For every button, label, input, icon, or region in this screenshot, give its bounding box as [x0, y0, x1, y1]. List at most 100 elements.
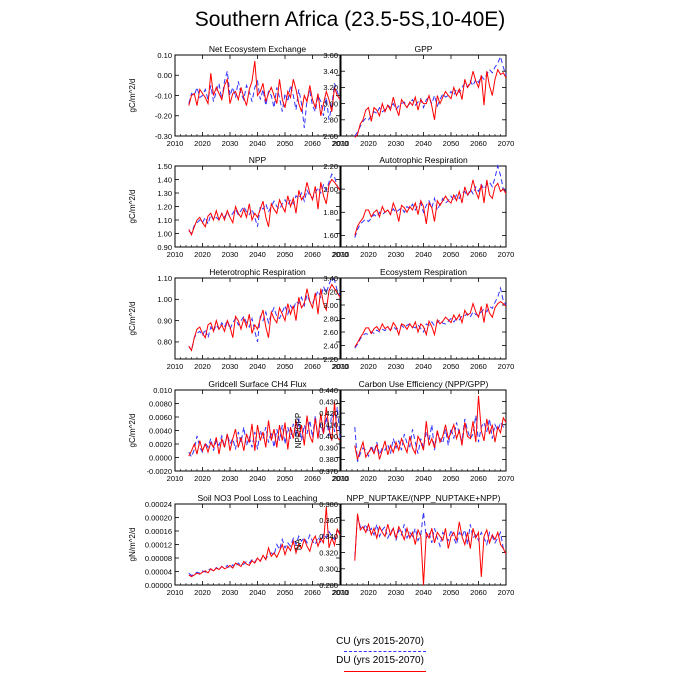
panel-3-ytick-label: 2.00: [323, 185, 338, 194]
panel-0-xtick-label: 2050: [277, 139, 294, 148]
panel-0-ylabel: gC/m^2/d: [128, 79, 137, 113]
panel-7-xtick-label: 2020: [360, 474, 377, 483]
panel-6-xtick-label: 2050: [277, 474, 294, 483]
panel-5-ytick-label: 2.60: [323, 328, 338, 337]
panel-3-xtick-label: 2070: [498, 250, 515, 259]
panel-0-title: Net Ecosystem Exchange: [209, 44, 307, 54]
panel-5-series-cu: [354, 286, 507, 349]
panel-8-ylabel: gN/m^2/d: [128, 528, 137, 562]
panel-5-ytick-label: 3.20: [323, 287, 338, 296]
panel-7-xtick-label: 2030: [388, 474, 405, 483]
panel-3-ytick-label: 1.80: [323, 208, 338, 217]
panel-1-xtick-label: 2010: [333, 139, 350, 148]
panel-2-title: NPP: [249, 155, 267, 165]
panel-3-series-cu: [354, 164, 507, 238]
panel-4-xtick-label: 2010: [167, 362, 184, 371]
panel-5-xtick-label: 2050: [443, 362, 460, 371]
panel-1-xtick-label: 2060: [470, 139, 487, 148]
legend-label-du: DU (yrs 2015-2070): [336, 655, 424, 666]
panel-6-xtick-label: 2030: [222, 474, 239, 483]
panel-8-ytick-label: 0.00012: [145, 540, 172, 549]
panel-0-xtick-label: 2040: [249, 139, 266, 148]
panel-1-xtick-label: 2070: [498, 139, 515, 148]
panel-2-xtick-label: 2040: [249, 250, 266, 259]
panel-7-series-du: [354, 395, 507, 460]
panel-7-ylabel: NPP/GPP: [294, 413, 303, 449]
panel-7-ytick-label: 0.400: [319, 432, 338, 441]
panel-5-frame: [340, 277, 507, 360]
panel-1-ytick-label: 3.20: [323, 83, 338, 92]
panel-9-ylabel: NA: [294, 538, 303, 550]
panel-9-xtick-label: 2060: [470, 588, 487, 597]
panel-5-ytick-label: 2.20: [323, 355, 338, 364]
panel-0-ytick-label: -0.30: [155, 132, 172, 141]
panel-6-xtick-label: 2020: [194, 474, 211, 483]
panel-1-ytick-label: 3.00: [323, 99, 338, 108]
panel-7-ytick-label: 0.440: [319, 386, 338, 395]
panel-7-ytick-label: 0.430: [319, 397, 338, 406]
legend-line-du: [344, 671, 426, 672]
panel-0-xtick-label: 2060: [304, 139, 321, 148]
panel-0-xtick-label: 2070: [332, 139, 349, 148]
panel-6-ytick-label: -0.0020: [147, 467, 172, 476]
panel-9-ytick-label: 0.300: [319, 565, 338, 574]
panel-6-ytick-label: 0.0060: [149, 413, 172, 422]
panel-2-ytick-label: 1.30: [157, 189, 172, 198]
panel-2-ytick-label: 0.90: [157, 243, 172, 252]
panel-3-ytick-label: 2.20: [323, 162, 338, 171]
panel-9-ytick-label: 0.340: [319, 532, 338, 541]
panel-8-xtick-label: 2010: [167, 588, 184, 597]
panel-9-xtick-label: 2020: [360, 588, 377, 597]
panel-0-series-du: [188, 61, 341, 116]
panel-2-xtick-label: 2030: [222, 250, 239, 259]
panel-1-series-du: [354, 68, 507, 138]
panel-5-series-du: [354, 300, 507, 348]
panel-6-xtick-label: 2010: [167, 474, 184, 483]
panel-5-xtick-label: 2030: [388, 362, 405, 371]
panel-9-xtick-label: 2040: [415, 588, 432, 597]
panel-9-series-cu: [354, 512, 507, 557]
figure-title: Southern Africa (23.5-5S,10-40E): [194, 8, 506, 31]
panel-9-ytick-label: 0.280: [319, 581, 338, 590]
panel-5-xtick-label: 2020: [360, 362, 377, 371]
panel-5-title: Ecosystem Respiration: [380, 267, 467, 277]
panel-3-series-du: [354, 179, 507, 236]
panel-3-xtick-label: 2040: [415, 250, 432, 259]
panel-8-xtick-label: 2020: [194, 588, 211, 597]
panel-5-ytick-label: 2.80: [323, 314, 338, 323]
panel-7-xtick-label: 2040: [415, 474, 432, 483]
panel-5-ytick-label: 2.40: [323, 341, 338, 350]
panel-3-xtick-label: 2010: [333, 250, 350, 259]
panel-7-ytick-label: 0.370: [319, 467, 338, 476]
panel-2-xtick-label: 2010: [167, 250, 184, 259]
panel-8-ytick-label: 0.00008: [145, 554, 172, 563]
panel-8-xtick-label: 2030: [222, 588, 239, 597]
panel-4-xtick-label: 2030: [222, 362, 239, 371]
panel-6-ytick-label: 0.0000: [149, 453, 172, 462]
panel-3-xtick-label: 2060: [470, 250, 487, 259]
panel-6-ytick-label: 0.0020: [149, 440, 172, 449]
panel-7-ytick-label: 0.390: [319, 444, 338, 453]
panel-4-frame: [174, 277, 341, 360]
panel-1-ytick-label: 2.80: [323, 116, 338, 125]
panel-0-xtick-label: 2020: [194, 139, 211, 148]
panel-9-title: NPP_NUPTAKE/(NPP_NUPTAKE+NPP): [347, 493, 501, 503]
panel-7-xtick-label: 2060: [470, 474, 487, 483]
panel-1-xtick-label: 2030: [388, 139, 405, 148]
panel-5-xtick-label: 2010: [333, 362, 350, 371]
panel-0-ytick-label: -0.10: [155, 91, 172, 100]
panel-7-title: Carbon Use Efficiency (NPP/GPP): [359, 379, 489, 389]
panel-1-ytick-label: 3.40: [323, 67, 338, 76]
panel-0-xtick-label: 2030: [222, 139, 239, 148]
panel-2-ytick-label: 1.10: [157, 216, 172, 225]
panel-2-ytick-label: 1.50: [157, 162, 172, 171]
panel-0-ytick-label: 0.10: [157, 51, 172, 60]
panel-7-xtick-label: 2010: [333, 474, 350, 483]
panel-4-series-du: [188, 283, 341, 352]
panel-8-ytick-label: 0.00016: [145, 527, 172, 536]
panel-2-ytick-label: 1.40: [157, 175, 172, 184]
panel-9-xtick-label: 2010: [333, 588, 350, 597]
panel-6-title: Gridcell Surface CH4 Flux: [208, 379, 307, 389]
panel-2-ytick-label: 1.00: [157, 229, 172, 238]
